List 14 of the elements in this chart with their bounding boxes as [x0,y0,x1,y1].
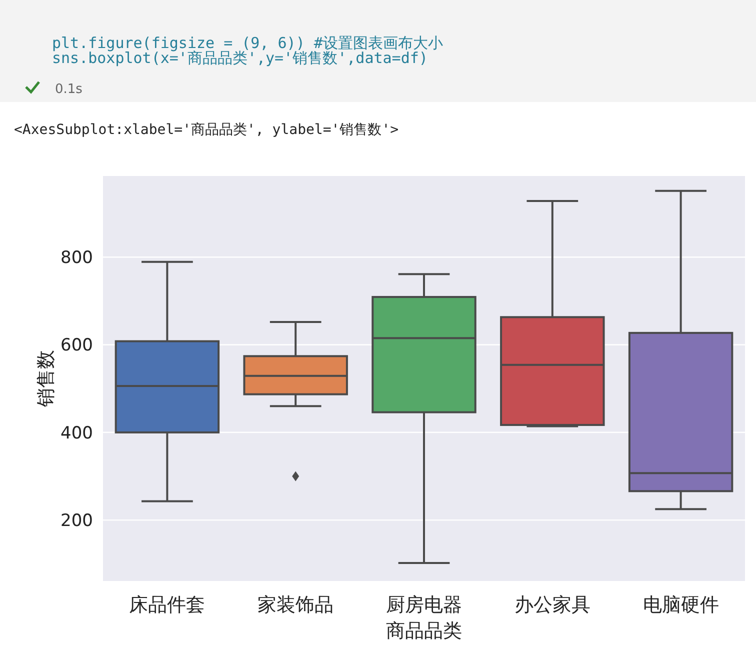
y-tick-label: 400 [60,423,93,444]
x-tick-label: 电脑硬件 [642,594,719,616]
x-axis-title: 商品品类 [386,620,462,642]
y-tick-label: 200 [60,511,93,532]
text: <AxesSubplot:xlabel='商品品类', ylabel='销售数'> [14,122,399,138]
text: plt.figure(figsize = (9, 6)) #设置图表画布大小 [52,34,443,52]
x-tick-label: 厨房电器 [386,594,462,616]
x-tick-label: 家装饰品 [258,594,334,616]
y-tick-label: 600 [60,336,93,356]
y-axis-title: 销售数 [35,350,57,408]
x-tick-label: 床品件套 [129,594,206,616]
x-tick-label: 办公家具 [514,594,590,616]
text: 0.1s [55,82,83,97]
y-tick-label: 800 [60,248,93,268]
